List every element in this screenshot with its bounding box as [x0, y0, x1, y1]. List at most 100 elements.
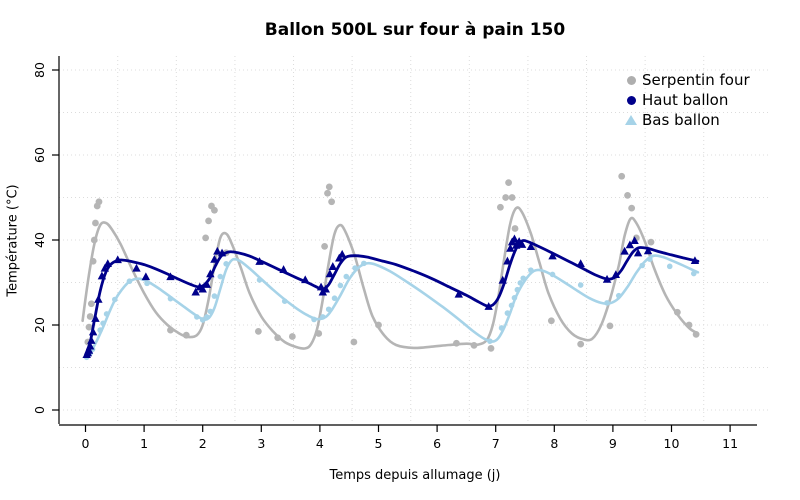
data-point-circle: [528, 267, 534, 273]
data-point-triangle: [94, 294, 103, 303]
x-tick-label: 6: [433, 436, 441, 451]
data-point-circle: [167, 326, 174, 334]
data-point-circle: [254, 327, 262, 335]
data-point-circle: [126, 278, 133, 285]
y-tick-label: 60: [32, 147, 47, 163]
data-point-triangle: [526, 242, 536, 250]
data-point-circle: [194, 314, 200, 320]
data-point-triangle: [506, 243, 515, 252]
data-point-triangle: [611, 270, 621, 279]
data-point-circle: [690, 270, 697, 277]
legend-item: Bas ballon: [620, 110, 750, 130]
data-point-circle: [502, 194, 510, 201]
legend-item: Serpentin four: [620, 70, 750, 90]
x-tick-label: 8: [550, 436, 558, 451]
data-point-circle: [90, 236, 98, 244]
data-point-triangle: [321, 284, 330, 293]
data-point-circle: [692, 330, 700, 338]
data-point-triangle: [337, 249, 347, 258]
data-point-triangle: [279, 265, 288, 273]
legend: Serpentin four Haut ballon Bas ballon: [620, 70, 750, 130]
data-point-circle: [95, 198, 103, 206]
series-curve-haut-ballon: [84, 239, 700, 357]
y-tick-label: 80: [32, 62, 47, 78]
data-point-triangle: [301, 275, 310, 284]
data-point-circle: [211, 206, 218, 214]
data-point-circle: [639, 262, 645, 269]
data-point-circle: [618, 172, 626, 180]
data-point-triangle: [91, 314, 100, 322]
data-point-triangle: [132, 263, 141, 272]
data-point-triangle: [633, 248, 643, 257]
x-tick-label: 10: [664, 436, 680, 451]
data-point-circle: [223, 261, 229, 267]
data-point-circle: [325, 306, 332, 313]
data-point-circle: [331, 295, 338, 302]
data-point-circle: [350, 338, 358, 346]
data-point-triangle: [325, 269, 335, 278]
y-tick-label: 0: [32, 406, 47, 414]
data-point-triangle: [484, 302, 493, 310]
data-point-circle: [647, 256, 653, 262]
data-point-triangle: [255, 257, 264, 265]
data-point-circle: [505, 179, 512, 187]
data-point-triangle: [206, 269, 215, 278]
data-point-circle: [511, 225, 519, 232]
data-point-circle: [217, 273, 224, 280]
data-point-circle: [577, 340, 585, 348]
data-point-circle: [624, 191, 631, 199]
data-point-circle: [666, 263, 673, 270]
data-point-circle: [508, 302, 515, 309]
data-point-circle: [86, 313, 94, 320]
data-point-triangle: [625, 240, 635, 249]
data-point-triangle: [576, 259, 585, 267]
data-point-circle: [549, 271, 556, 278]
data-point-triangle: [100, 263, 110, 272]
data-point-circle: [92, 219, 99, 227]
data-point-circle: [487, 344, 495, 352]
legend-label: Bas ballon: [642, 111, 720, 129]
data-point-circle: [205, 217, 212, 225]
data-point-triangle: [166, 272, 175, 281]
data-point-circle: [311, 316, 317, 323]
data-point-circle: [202, 234, 210, 242]
data-point-circle: [517, 280, 524, 286]
legend-circle-icon: [620, 75, 642, 85]
data-point-triangle: [87, 336, 96, 344]
data-point-circle: [85, 323, 93, 331]
data-point-circle: [496, 203, 504, 211]
data-point-triangle: [85, 341, 95, 350]
data-point-triangle: [602, 274, 612, 283]
data-point-circle: [320, 314, 326, 320]
data-point-circle: [514, 286, 521, 293]
data-point-triangle: [210, 254, 219, 263]
data-point-circle: [547, 317, 555, 325]
data-point-triangle: [328, 262, 337, 270]
data-point-triangle: [113, 255, 122, 264]
legend-label: Haut ballon: [642, 91, 729, 109]
data-point-triangle: [213, 246, 222, 255]
x-tick-label: 9: [609, 436, 617, 451]
data-point-triangle: [97, 271, 107, 280]
data-point-circle: [100, 320, 106, 327]
y-tick-label: 20: [32, 317, 47, 333]
x-tick-label: 1: [140, 436, 148, 451]
data-point-triangle: [198, 284, 207, 293]
data-point-triangle: [103, 259, 112, 267]
x-tick-label: 2: [199, 436, 207, 451]
data-point-circle: [167, 295, 174, 302]
data-point-triangle: [217, 248, 227, 257]
data-point-circle: [256, 277, 263, 283]
data-point-triangle: [510, 234, 519, 243]
x-tick-label: 0: [82, 436, 90, 451]
data-point-circle: [144, 280, 150, 287]
data-point-circle: [97, 327, 103, 333]
data-point-circle: [498, 325, 505, 331]
data-point-triangle: [690, 256, 700, 265]
data-point-triangle: [454, 289, 463, 298]
data-point-circle: [673, 308, 681, 316]
data-point-triangle: [630, 236, 639, 245]
data-point-circle: [504, 310, 511, 316]
